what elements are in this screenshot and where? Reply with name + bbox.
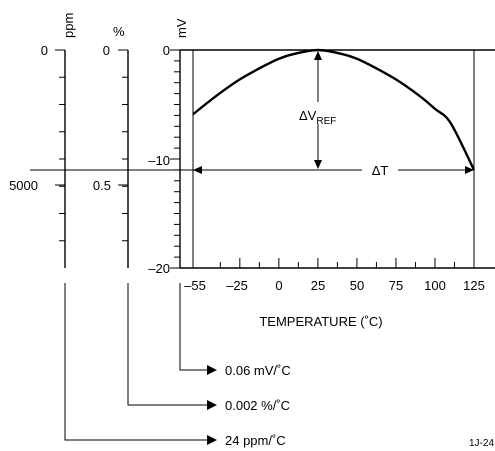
- mv-tick-label-minus10: –10: [148, 153, 170, 168]
- ppm-scale: 0 5000: [9, 43, 66, 268]
- pct-unit-label: %: [113, 24, 125, 39]
- ppm-unit-label: ppm: [61, 13, 76, 38]
- output-voltage-curve: [192, 48, 476, 171]
- pct-tick-label-0.5: 0.5: [93, 178, 111, 193]
- delta-vref-arrow: [314, 51, 322, 169]
- figure-id: 1J-24: [469, 438, 494, 449]
- arrowhead-up: [314, 51, 322, 60]
- mv-unit-label: mV: [174, 18, 189, 38]
- x-tick-label: 50: [350, 278, 364, 293]
- result-arrow-ppm-line: [64, 283, 208, 441]
- delta-vref-label: ΔVREF: [299, 108, 336, 127]
- mv-tick-label-minus20: –20: [148, 261, 170, 276]
- result-pct-per-c: 0.002 %/˚C: [225, 398, 290, 413]
- result-arrow-pct: [127, 283, 217, 410]
- result-arrow-mv-line: [179, 283, 208, 371]
- arrowhead-left: [193, 166, 202, 174]
- pct-scale: 0 0.5: [93, 43, 129, 268]
- arrowhead-right: [465, 166, 474, 174]
- result-ppm-per-c: 24 ppm/˚C: [225, 433, 286, 448]
- x-tick-label: –55: [184, 278, 206, 293]
- x-axis-title: TEMPERATURE (˚C): [259, 314, 382, 329]
- mv-tick-label-0: 0: [163, 43, 170, 58]
- mv-axis: 0 –10 –20: [148, 43, 181, 276]
- x-axis-ticks: [192, 258, 475, 268]
- ppm-tick-label-5000: 5000: [9, 178, 38, 193]
- arrowhead-down: [314, 160, 322, 169]
- result-mv-per-c: 0.06 mV/˚C: [225, 363, 291, 378]
- x-tick-label: 75: [389, 278, 403, 293]
- x-tick-label: 0: [275, 278, 282, 293]
- x-tick-label: 125: [463, 278, 485, 293]
- result-arrow-pct-line: [127, 283, 208, 406]
- result-arrow-ppm: [64, 283, 217, 445]
- ppm-tick-label-0: 0: [41, 43, 48, 58]
- result-arrow-mv: [179, 283, 217, 375]
- arrowhead-right: [207, 400, 217, 410]
- arrowhead-right: [207, 365, 217, 375]
- x-tick-label: –25: [226, 278, 248, 293]
- delta-t-label: ΔT: [372, 163, 389, 178]
- x-tick-label: 100: [424, 278, 446, 293]
- arrowhead-right: [207, 435, 217, 445]
- pct-tick-label-0: 0: [103, 43, 110, 58]
- x-tick-label: 25: [311, 278, 325, 293]
